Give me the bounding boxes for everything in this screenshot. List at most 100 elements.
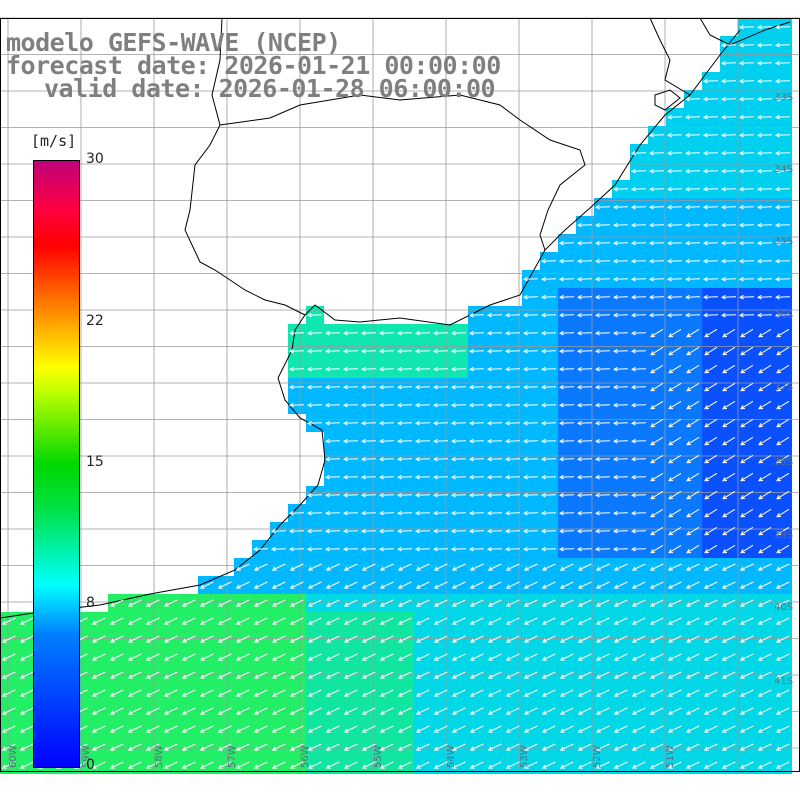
wind-arrow <box>739 635 754 643</box>
wind-arrow <box>109 617 124 625</box>
wind-arrow <box>775 725 790 733</box>
wind-arrow <box>594 240 611 246</box>
wind-arrow <box>450 402 467 408</box>
wind-arrow <box>523 617 538 625</box>
wind-arrow <box>361 725 376 733</box>
wind-arrow <box>450 330 467 336</box>
wind-arrow <box>468 402 485 408</box>
wind-arrow <box>325 761 340 769</box>
wind-arrow <box>324 384 341 390</box>
wind-arrow <box>342 510 359 516</box>
wind-arrow <box>758 490 772 500</box>
wind-arrow <box>541 617 556 625</box>
wind-arrow <box>540 510 557 516</box>
wind-arrow <box>324 474 341 480</box>
wind-arrow <box>648 276 665 282</box>
wind-arrow <box>217 653 232 661</box>
wind-arrow <box>378 348 395 354</box>
wind-arrow <box>667 635 682 643</box>
wind-arrow <box>432 456 449 462</box>
wind-arrow <box>397 743 412 751</box>
wind-arrow <box>379 653 394 661</box>
wind-arrow <box>757 761 772 769</box>
wind-arrow <box>686 400 700 410</box>
wind-arrow <box>720 204 737 210</box>
wind-arrow <box>199 635 214 643</box>
wind-arrow <box>468 456 485 462</box>
wind-arrow <box>109 599 124 607</box>
wind-arrow <box>325 563 340 571</box>
wind-arrow <box>378 474 395 480</box>
wind-arrow <box>306 420 323 426</box>
wind-arrow <box>684 258 701 264</box>
wind-arrow <box>342 456 359 462</box>
wind-arrow <box>703 761 718 769</box>
wind-arrow <box>486 330 503 336</box>
wind-arrow <box>289 761 304 769</box>
wind-arrow <box>504 456 521 462</box>
wind-arrow <box>451 689 466 697</box>
wind-arrow <box>630 474 647 480</box>
wind-arrow <box>721 599 736 607</box>
wind-arrow <box>685 581 700 589</box>
wind-arrow <box>684 96 701 102</box>
wind-arrow <box>451 725 466 733</box>
wind-arrow <box>523 689 538 697</box>
wind-arrow <box>649 653 664 661</box>
wind-arrow <box>704 418 718 428</box>
wind-arrow <box>1 617 16 625</box>
wind-arrow <box>631 761 646 769</box>
wind-arrow <box>432 528 449 534</box>
wind-arrow <box>325 599 340 607</box>
wind-arrow <box>774 132 791 138</box>
wind-arrow <box>181 689 196 697</box>
wind-arrow <box>668 418 682 428</box>
wind-arrow <box>720 150 737 156</box>
wind-arrow <box>558 348 575 354</box>
lat-label: 38S <box>774 457 793 468</box>
wind-arrow <box>432 420 449 426</box>
wind-arrow <box>523 707 538 715</box>
wind-arrow <box>720 60 737 66</box>
wind-arrow <box>324 438 341 444</box>
wind-arrow <box>774 96 791 102</box>
wind-arrow <box>576 258 593 264</box>
wind-arrow <box>594 204 611 210</box>
wind-arrow <box>91 707 106 715</box>
wind-arrow <box>91 743 106 751</box>
wind-arrow <box>702 78 719 84</box>
wind-arrow <box>217 671 232 679</box>
wind-arrow <box>163 707 178 715</box>
wind-arrow <box>307 563 322 571</box>
wind-arrow <box>650 508 664 518</box>
wind-arrow <box>486 510 503 516</box>
wind-arrow <box>703 563 718 571</box>
wind-arrow <box>666 150 683 156</box>
wind-arrow <box>650 490 664 500</box>
wind-arrow <box>432 474 449 480</box>
wind-arrow <box>594 294 611 300</box>
wind-arrow <box>703 653 718 661</box>
wind-arrow <box>504 366 521 372</box>
wind-arrow <box>414 420 431 426</box>
wind-arrow <box>702 240 719 246</box>
wind-arrow <box>594 474 611 480</box>
wind-arrow <box>756 150 773 156</box>
wind-arrow <box>630 384 647 390</box>
wind-arrow <box>576 366 593 372</box>
wind-arrow <box>360 474 377 480</box>
wind-arrow <box>397 671 412 679</box>
wind-arrow <box>109 671 124 679</box>
wind-arrow <box>433 761 448 769</box>
wind-arrow <box>306 366 323 372</box>
wind-arrow <box>631 743 646 751</box>
wind-arrow <box>396 384 413 390</box>
wind-arrow <box>324 492 341 498</box>
wind-arrow <box>721 635 736 643</box>
wind-arrow <box>522 384 539 390</box>
wind-arrow <box>630 312 647 318</box>
wind-arrow <box>379 689 394 697</box>
wind-arrow <box>594 330 611 336</box>
wind-arrow <box>361 761 376 769</box>
wind-arrow <box>360 402 377 408</box>
